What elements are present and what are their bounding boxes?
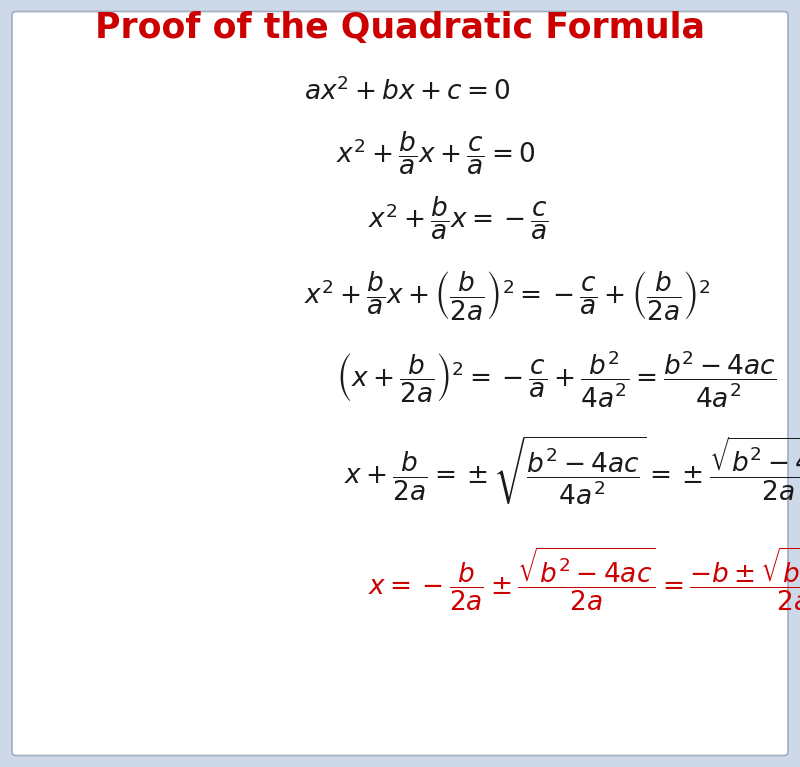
Text: $x^2 +\dfrac{b}{a}x=-\dfrac{c}{a}$: $x^2 +\dfrac{b}{a}x=-\dfrac{c}{a}$ [368, 195, 549, 242]
Text: $\left(x+\dfrac{b}{2a}\right)^2 =-\dfrac{c}{a}+\dfrac{b^2}{4a^2}=\dfrac{b^2-4ac}: $\left(x+\dfrac{b}{2a}\right)^2 =-\dfrac… [336, 349, 776, 410]
Text: $x^2 +\dfrac{b}{a}x+\left(\dfrac{b}{2a}\right)^2 =-\dfrac{c}{a}+\left(\dfrac{b}{: $x^2 +\dfrac{b}{a}x+\left(\dfrac{b}{2a}\… [304, 268, 710, 322]
Text: $x+\dfrac{b}{2a}=\pm\sqrt{\dfrac{b^2-4ac}{4a^2}}=\pm\dfrac{\sqrt{b^2-4ac}}{2a}$: $x+\dfrac{b}{2a}=\pm\sqrt{\dfrac{b^2-4ac… [344, 435, 800, 509]
Text: $ax^2 +bx+c=0$: $ax^2 +bx+c=0$ [304, 77, 510, 107]
Text: Proof of the Quadratic Formula: Proof of the Quadratic Formula [95, 11, 705, 44]
Text: $x=-\dfrac{b}{2a}\pm\dfrac{\sqrt{b^2-4ac}}{2a}=\dfrac{-b\pm\sqrt{b^2-4ac}}{2a}$: $x=-\dfrac{b}{2a}\pm\dfrac{\sqrt{b^2-4ac… [368, 545, 800, 613]
Text: $x^2 +\dfrac{b}{a}x+\dfrac{c}{a}=0$: $x^2 +\dfrac{b}{a}x+\dfrac{c}{a}=0$ [336, 130, 535, 177]
FancyBboxPatch shape [12, 12, 788, 755]
